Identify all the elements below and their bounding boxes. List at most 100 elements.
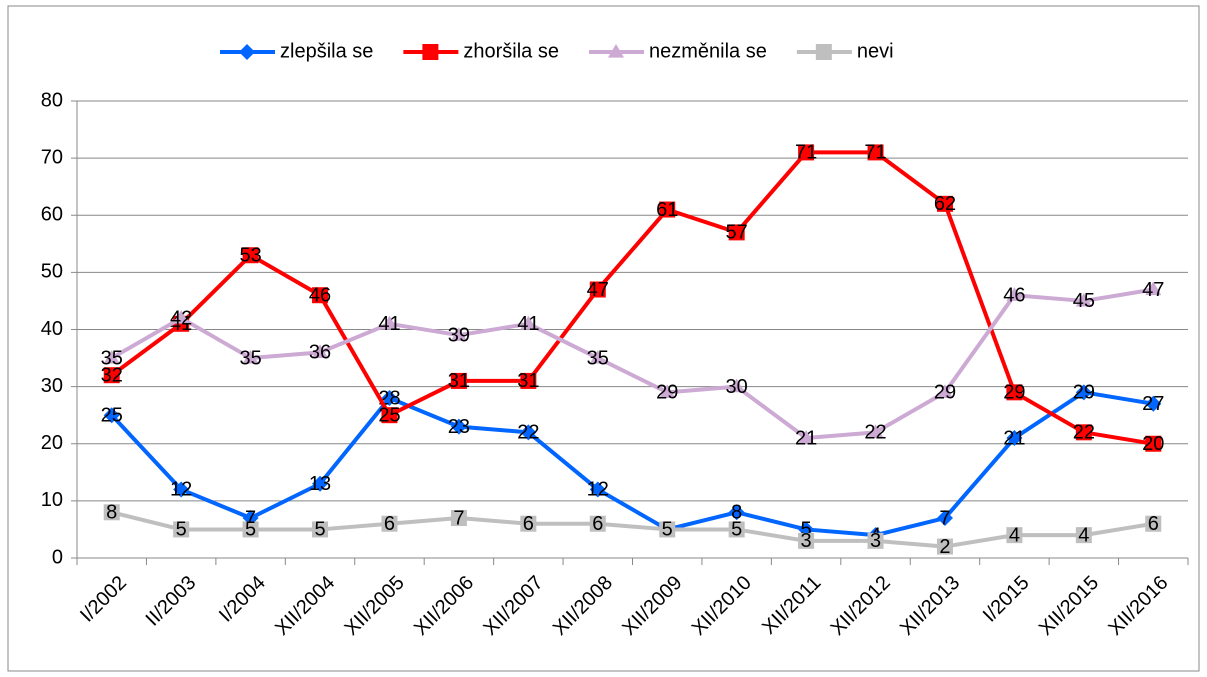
marker <box>659 521 676 538</box>
marker <box>1006 430 1023 447</box>
marker <box>798 430 815 444</box>
marker <box>312 521 329 538</box>
marker <box>242 521 259 538</box>
marker <box>381 515 398 532</box>
data-label: 41 <box>170 313 192 335</box>
marker <box>659 201 676 218</box>
marker <box>936 384 953 398</box>
data-label: 4 <box>1078 524 1089 546</box>
x-tick-label: XII/2013 <box>896 572 964 640</box>
data-label: 35 <box>239 347 261 369</box>
data-label: 5 <box>801 519 812 541</box>
y-tick-label: 50 <box>41 261 63 283</box>
marker <box>728 378 745 393</box>
data-label: 36 <box>309 342 331 364</box>
x-tick-label: I/2002 <box>76 572 131 627</box>
marker <box>520 315 537 330</box>
data-label: 46 <box>1003 285 1025 307</box>
marker <box>867 424 884 438</box>
marker <box>867 144 884 161</box>
marker <box>1075 292 1092 307</box>
marker <box>728 521 745 538</box>
data-label: 71 <box>864 142 886 164</box>
marker <box>1145 435 1162 452</box>
marker <box>1145 515 1162 532</box>
y-tick-label: 10 <box>41 489 63 511</box>
marker <box>103 407 120 424</box>
marker <box>589 350 606 364</box>
data-label: 57 <box>726 222 748 244</box>
legend-label: nezměnila se <box>649 40 767 62</box>
marker <box>520 515 537 532</box>
marker <box>520 424 537 441</box>
data-label: 32 <box>101 364 123 386</box>
data-label: 2 <box>939 536 950 558</box>
x-tick-label: XII/2007 <box>479 572 547 640</box>
data-label: 31 <box>517 370 539 392</box>
marker <box>589 515 606 532</box>
marker <box>728 224 745 241</box>
x-tick-label: XII/2011 <box>758 572 825 639</box>
marker <box>1006 287 1023 301</box>
y-tick-label: 60 <box>41 204 63 226</box>
data-label: 7 <box>453 507 464 529</box>
marker <box>242 247 259 264</box>
data-label: 42 <box>170 307 192 329</box>
marker <box>1145 281 1162 296</box>
marker <box>608 44 624 58</box>
marker <box>798 144 815 161</box>
data-label: 39 <box>448 324 470 346</box>
legend-label: nevi <box>857 40 894 62</box>
y-tick-label: 0 <box>52 546 63 568</box>
series: 35 42 35 36 41 39 41 35 29 30 21 22 29 46 45 47 <box>101 279 1165 450</box>
marker <box>936 510 953 527</box>
marker <box>867 532 884 549</box>
data-label: 62 <box>934 193 956 215</box>
data-label: 21 <box>795 427 817 449</box>
data-label: 4 <box>1009 524 1020 546</box>
marker <box>103 367 120 384</box>
data-label: 3 <box>801 530 812 552</box>
marker <box>1006 384 1023 401</box>
data-label: 13 <box>309 473 331 495</box>
marker <box>589 281 606 298</box>
data-label: 5 <box>314 519 325 541</box>
data-label: 46 <box>309 285 331 307</box>
marker <box>1075 384 1092 401</box>
data-label: 22 <box>1073 422 1095 444</box>
data-label: 5 <box>731 519 742 541</box>
data-label: 7 <box>939 507 950 529</box>
marker <box>312 344 329 358</box>
data-label: 61 <box>656 199 678 221</box>
data-label: 6 <box>592 513 603 535</box>
marker <box>728 504 745 521</box>
data-label: 12 <box>170 479 192 501</box>
x-tick-label: XII/2005 <box>340 572 408 640</box>
marker <box>450 372 467 389</box>
x-tick-label: XII/2006 <box>410 572 478 640</box>
marker <box>381 407 398 424</box>
data-label: 22 <box>517 422 539 444</box>
data-label: 31 <box>448 370 470 392</box>
marker <box>450 418 467 435</box>
data-label: 7 <box>245 507 256 529</box>
marker <box>1075 424 1092 441</box>
marker <box>422 44 439 60</box>
series: 25127132823221258547212927 <box>101 382 1165 547</box>
marker <box>589 481 606 498</box>
data-label: 8 <box>731 502 742 524</box>
marker <box>1006 527 1023 544</box>
marker <box>1075 527 1092 544</box>
data-label: 5 <box>176 519 187 541</box>
x-tick-label: XII/2008 <box>549 572 617 640</box>
marker <box>239 44 255 60</box>
data-label: 27 <box>1142 393 1164 415</box>
data-label: 29 <box>1073 382 1095 404</box>
data-label: 21 <box>1003 427 1025 449</box>
data-label: 29 <box>934 382 956 404</box>
data-label: 3 <box>870 530 881 552</box>
x-tick-label: XII/2004 <box>271 572 339 640</box>
data-label: 20 <box>1142 433 1164 455</box>
marker <box>936 195 953 212</box>
